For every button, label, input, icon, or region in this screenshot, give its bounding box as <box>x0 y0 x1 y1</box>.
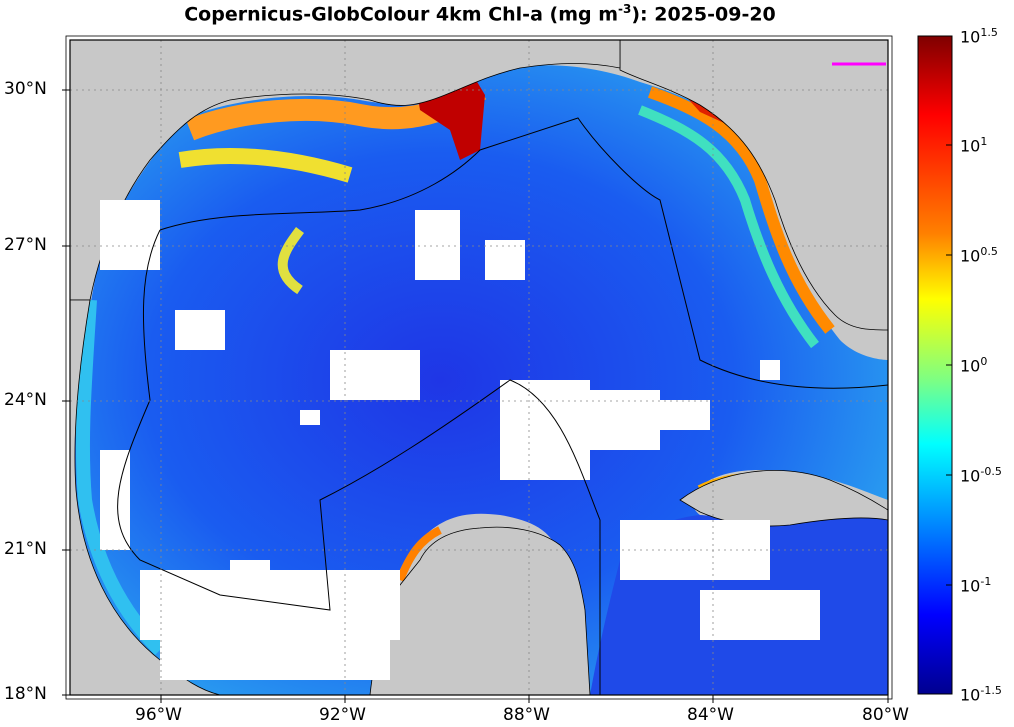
lon-tick-80w: 80°W <box>862 705 909 725</box>
land-usa <box>70 40 621 301</box>
coastal-band-florida-outer <box>638 105 819 349</box>
lon-tick-88w: 88°W <box>503 705 550 725</box>
lon-tick-96w: 96°W <box>135 705 182 725</box>
coastal-band-florida <box>647 86 835 334</box>
colorbar-label-m0p5: 10-0.5 <box>960 465 1002 486</box>
colorbar-label-0p5: 100.5 <box>960 245 998 266</box>
map-content <box>70 40 888 695</box>
plume-mississippi <box>277 227 305 295</box>
lat-tick-27n: 27°N <box>4 235 47 255</box>
coastal-band-campeche <box>396 526 442 582</box>
gridlines <box>70 40 888 695</box>
land-mexico <box>70 299 221 695</box>
lat-tick-18n: 18°N <box>4 684 47 704</box>
map-border <box>69 39 889 696</box>
eez-boundary-south <box>117 229 601 695</box>
colorbar-label-m1p5: 10-1.5 <box>960 684 1002 705</box>
lon-tick-92w: 92°W <box>319 705 366 725</box>
map-title: Copernicus-GlobColour 4km Chl-a (mg m-3)… <box>184 2 776 26</box>
coastal-band-mexico-west <box>75 299 165 655</box>
colorbar-label-m1: 10-1 <box>960 575 992 596</box>
colorbar-label-1p5: 101.5 <box>960 26 998 47</box>
lat-tick-24n: 24°N <box>4 390 47 410</box>
colorbar-label-0: 100 <box>960 355 988 376</box>
lat-tick-21n: 21°N <box>4 539 47 559</box>
map-border-outer <box>65 35 893 700</box>
land-florida <box>619 40 888 331</box>
nodata-patches <box>100 200 820 680</box>
lon-tick-84w: 84°W <box>687 705 734 725</box>
coastal-band-north-inner <box>178 147 353 183</box>
colorbar-ticks <box>946 35 952 695</box>
lat-tick-30n: 30°N <box>4 79 47 99</box>
eez-boundary <box>159 117 888 389</box>
colorbar-label-1: 101 <box>960 135 988 156</box>
